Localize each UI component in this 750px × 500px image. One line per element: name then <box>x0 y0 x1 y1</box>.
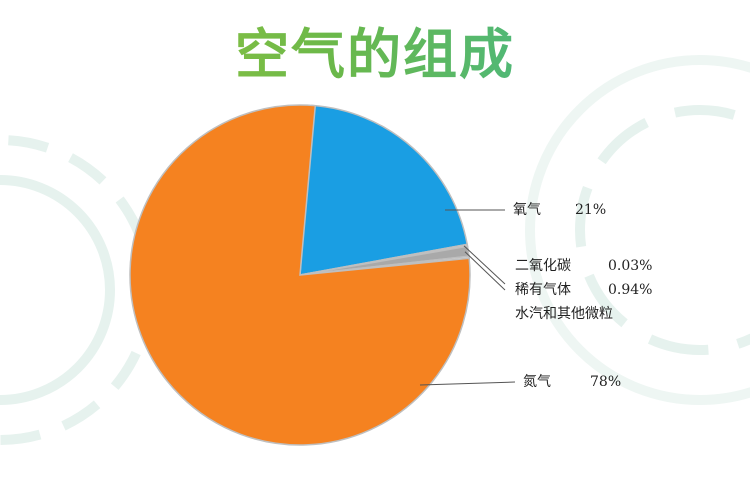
leader-line-noble-gas <box>464 251 506 291</box>
data-label-co2: 0.03% <box>608 258 652 274</box>
pie-slice-nitrogen <box>129 104 471 446</box>
legend-label-oxygen: 氧气 <box>513 202 541 218</box>
leader-lines <box>419 209 516 386</box>
pie-slices <box>129 104 471 446</box>
legend-label-co2: 二氧化碳 <box>515 258 571 274</box>
leader-line-nitrogen <box>419 381 516 386</box>
chart-title: 空气的组成 <box>0 10 750 89</box>
data-label-noble-gas: 0.94% <box>608 282 652 298</box>
legend-label-noble-gas: 稀有气体 <box>515 282 571 298</box>
data-label-oxygen: 21% <box>575 202 606 218</box>
leader-line-co2 <box>463 245 506 285</box>
pie-slice-oxygen <box>299 104 469 276</box>
data-label-nitrogen: 78% <box>590 374 621 390</box>
legend-label-nitrogen: 氮气 <box>523 374 551 390</box>
legend-label-water-vapor: 水汽和其他微粒 <box>515 306 613 322</box>
